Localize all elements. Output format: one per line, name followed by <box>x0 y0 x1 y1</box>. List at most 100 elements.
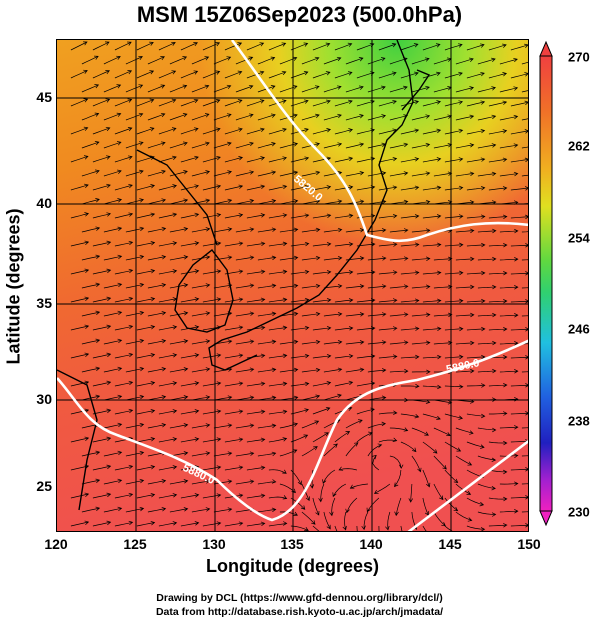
wind-arrow <box>433 455 447 470</box>
wind-arrow <box>477 143 497 149</box>
wind-arrow <box>103 394 123 401</box>
wind-arrow <box>246 297 266 303</box>
wind-arrow <box>323 311 343 317</box>
wind-arrow <box>378 99 397 107</box>
wind-arrow <box>257 283 277 289</box>
wind-arrow <box>499 396 519 402</box>
wind-arrow <box>202 437 222 443</box>
wind-arrow <box>444 525 453 531</box>
wind-arrow <box>235 113 254 121</box>
wind-arrow <box>455 399 475 404</box>
wind-arrow <box>147 282 167 289</box>
wind-arrow <box>466 71 485 79</box>
wind-arrow <box>268 469 287 474</box>
wind-arrow <box>279 142 299 149</box>
wind-arrow <box>488 382 508 388</box>
colorbar-label: 230 <box>568 504 590 520</box>
wind-arrow <box>422 469 431 488</box>
wind-arrow <box>246 184 266 191</box>
wind-arrow <box>444 185 464 191</box>
wind-arrow <box>329 497 336 517</box>
wind-arrow <box>455 171 475 177</box>
wind-arrow <box>400 157 420 163</box>
wind-arrow <box>70 155 89 163</box>
wind-arrow <box>114 127 133 135</box>
wind-arrow <box>356 525 358 531</box>
wind-arrow <box>136 492 156 499</box>
wind-arrow <box>323 85 342 93</box>
wind-arrow <box>455 312 475 318</box>
wind-arrow <box>257 339 277 345</box>
wind-arrow <box>191 141 210 149</box>
wind-arrow <box>323 283 343 289</box>
wind-arrow <box>103 198 123 205</box>
wind-arrow <box>158 212 178 219</box>
wind-arrow <box>92 380 112 387</box>
wind-arrow <box>367 368 387 373</box>
wind-arrow <box>521 231 528 233</box>
wind-arrow <box>488 440 508 446</box>
wind-arrow <box>103 366 123 373</box>
wind-arrow <box>81 310 101 317</box>
wind-arrow <box>334 213 354 219</box>
wind-arrow <box>389 284 409 289</box>
wind-arrow <box>400 413 420 419</box>
wind-arrow <box>103 338 123 345</box>
wind-arrow <box>257 56 276 65</box>
wind-arrow <box>70 380 90 387</box>
wind-arrow <box>235 84 254 93</box>
wind-arrow <box>378 128 398 135</box>
wind-arrow <box>81 55 99 65</box>
wind-arrow <box>367 57 386 65</box>
wind-arrow <box>367 395 387 401</box>
x-tick-label: 125 <box>123 536 147 552</box>
wind-arrow <box>521 455 528 457</box>
wind-arrow <box>114 492 134 499</box>
wind-arrow <box>235 423 255 429</box>
wind-arrow <box>378 71 397 79</box>
wind-arrow <box>345 419 363 429</box>
wind-arrow <box>125 478 145 485</box>
wind-arrow <box>202 155 221 163</box>
wind-arrow <box>125 112 144 121</box>
wind-arrow <box>257 142 276 149</box>
wind-arrow <box>191 198 211 205</box>
wind-arrow <box>510 355 528 360</box>
wind-arrow <box>323 56 342 65</box>
wind-arrow <box>400 214 420 219</box>
wind-arrow <box>158 297 178 303</box>
colorbar <box>539 40 553 527</box>
wind-arrow <box>169 170 188 177</box>
wind-arrow <box>191 479 211 485</box>
wind-arrow <box>301 56 320 65</box>
wind-arrow <box>180 184 200 191</box>
wind-arrow <box>312 42 331 51</box>
wind-arrow <box>455 228 475 234</box>
wind-arrow <box>389 57 408 65</box>
wind-arrow <box>334 270 354 275</box>
wind-arrow <box>422 270 442 275</box>
wind-arrow <box>301 255 321 261</box>
wind-arrow <box>136 352 156 359</box>
wind-arrow <box>213 255 233 261</box>
wind-arrow <box>246 213 266 219</box>
wind-arrow <box>224 213 244 219</box>
wind-arrow <box>147 366 167 373</box>
wind-arrow <box>521 259 528 261</box>
wind-arrow <box>455 256 475 262</box>
wind-arrow <box>202 70 221 79</box>
wind-arrow <box>290 434 309 443</box>
wind-arrow <box>356 99 375 107</box>
wind-arrow <box>136 268 156 275</box>
wind-arrow <box>169 507 189 513</box>
wind-arrow <box>466 383 486 388</box>
wind-arrow <box>279 255 299 261</box>
wind-arrow <box>521 427 528 429</box>
x-tick-label: 135 <box>280 536 304 552</box>
wind-arrow <box>345 256 365 261</box>
wind-arrow <box>411 284 431 289</box>
wind-arrow <box>235 198 255 205</box>
wind-arrow <box>202 127 221 135</box>
wind-arrow <box>411 256 431 261</box>
wind-arrow <box>312 128 332 135</box>
